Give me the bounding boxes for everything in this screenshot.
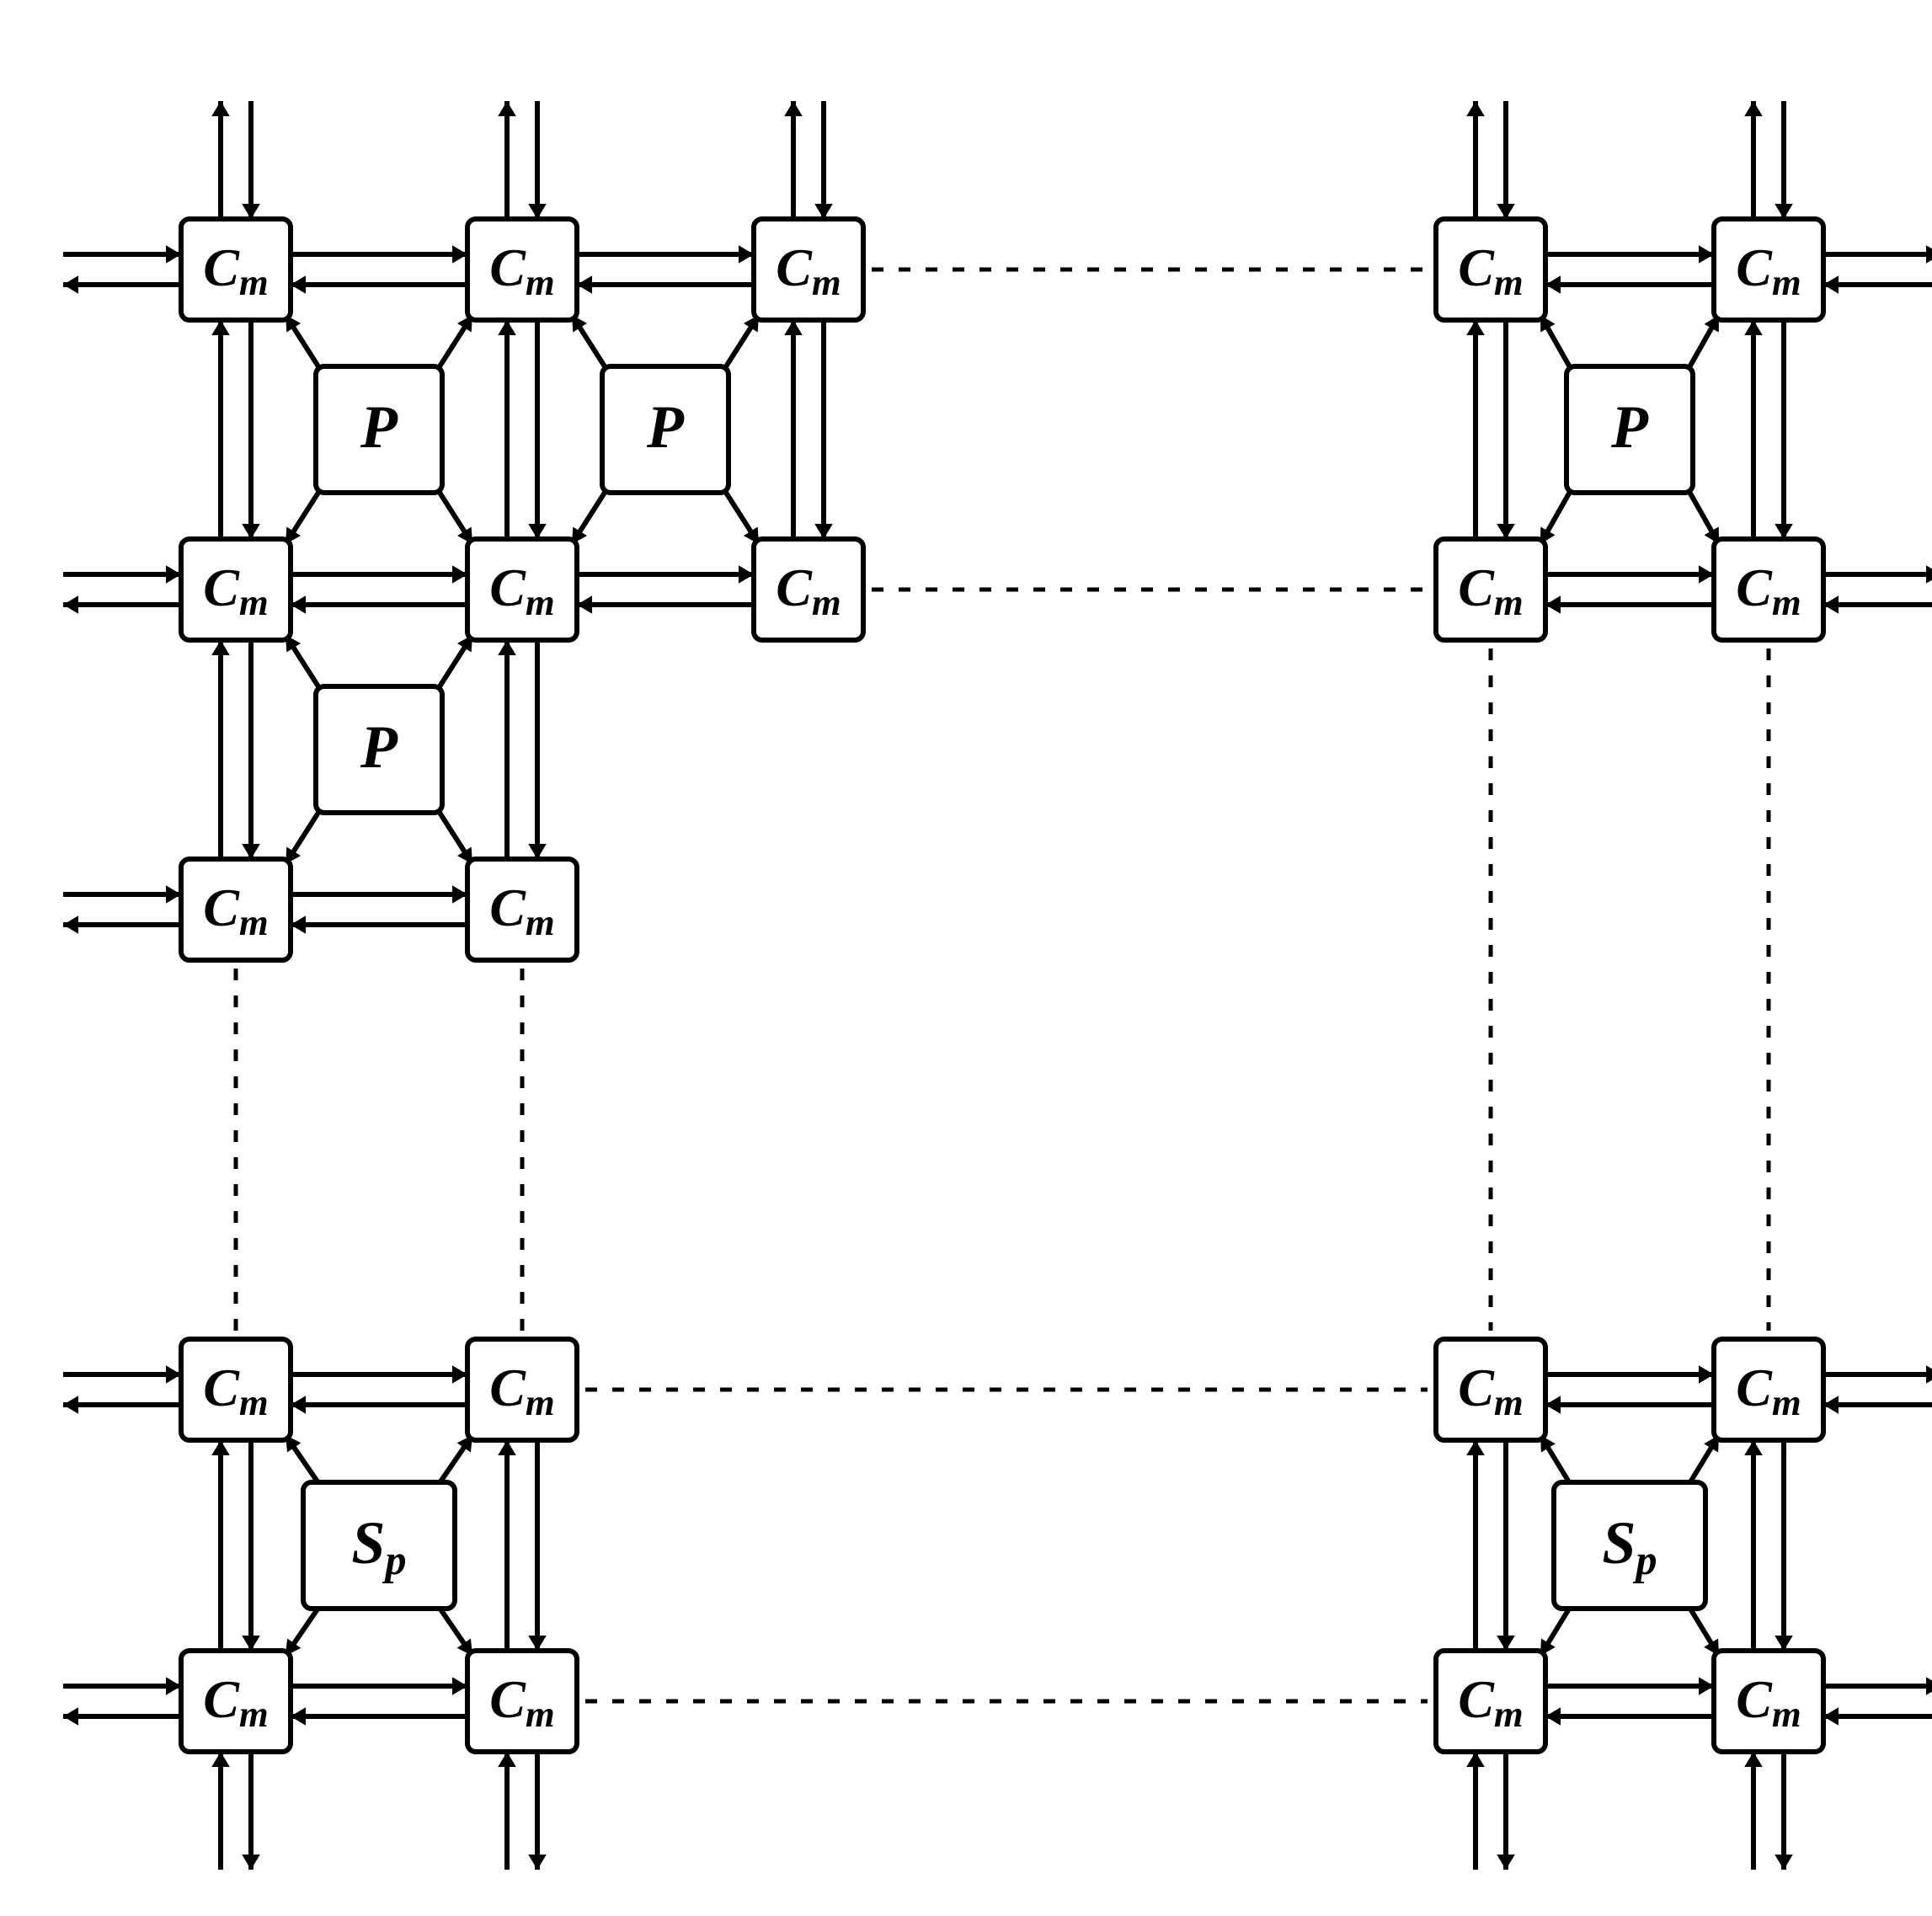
cm-box: Cm [1436, 219, 1545, 320]
arrowhead [528, 1855, 547, 1870]
arrowhead [498, 101, 516, 116]
arrowhead [63, 595, 78, 614]
p-box: P [316, 686, 442, 813]
cm-box: Cm [467, 859, 577, 960]
arrowhead [1926, 1365, 1932, 1384]
cm-box: Cm [467, 1651, 577, 1752]
cm-box: Cm [1714, 539, 1823, 640]
arrowhead [1926, 1677, 1932, 1695]
arrowhead [63, 275, 78, 294]
cm-box: Cm [181, 859, 291, 960]
p-box-label: P [360, 393, 398, 461]
p-box: P [316, 366, 442, 493]
arrowhead [1775, 1855, 1793, 1870]
cm-box: Cm [1714, 1651, 1823, 1752]
cm-box: Cm [1436, 539, 1545, 640]
p-box-label: P [646, 393, 685, 461]
cm-box: Cm [1714, 1339, 1823, 1440]
p-box-label: P [360, 713, 398, 781]
arrowhead [1497, 1855, 1515, 1870]
sp-box: Sp [303, 1482, 455, 1609]
sp-box: Sp [1554, 1482, 1705, 1609]
p-box-label: P [1610, 393, 1649, 461]
arrowhead [1926, 245, 1932, 264]
arrowhead [211, 101, 230, 116]
arrowhead [63, 1396, 78, 1414]
processor-mesh-diagram: PPPPSpSpCmCmCmCmCmCmCmCmCmCmCmCmCmCmCmCm… [0, 0, 1932, 1916]
arrowhead [242, 1855, 260, 1870]
cm-box: Cm [467, 219, 577, 320]
cm-box: Cm [181, 1339, 291, 1440]
cm-box: Cm [754, 539, 863, 640]
cm-box: Cm [467, 1339, 577, 1440]
cm-box: Cm [1436, 1651, 1545, 1752]
cm-box: Cm [1436, 1339, 1545, 1440]
p-box: P [602, 366, 729, 493]
arrowhead [1926, 565, 1932, 584]
cm-box: Cm [181, 219, 291, 320]
arrowhead [784, 101, 803, 116]
arrowhead [63, 915, 78, 934]
cm-box: Cm [754, 219, 863, 320]
arrowhead [63, 1707, 78, 1726]
cm-box: Cm [181, 539, 291, 640]
arrowhead [1466, 101, 1485, 116]
arrowhead [1744, 101, 1763, 116]
cm-box: Cm [467, 539, 577, 640]
cm-box: Cm [181, 1651, 291, 1752]
p-box: P [1566, 366, 1693, 493]
cm-box: Cm [1714, 219, 1823, 320]
